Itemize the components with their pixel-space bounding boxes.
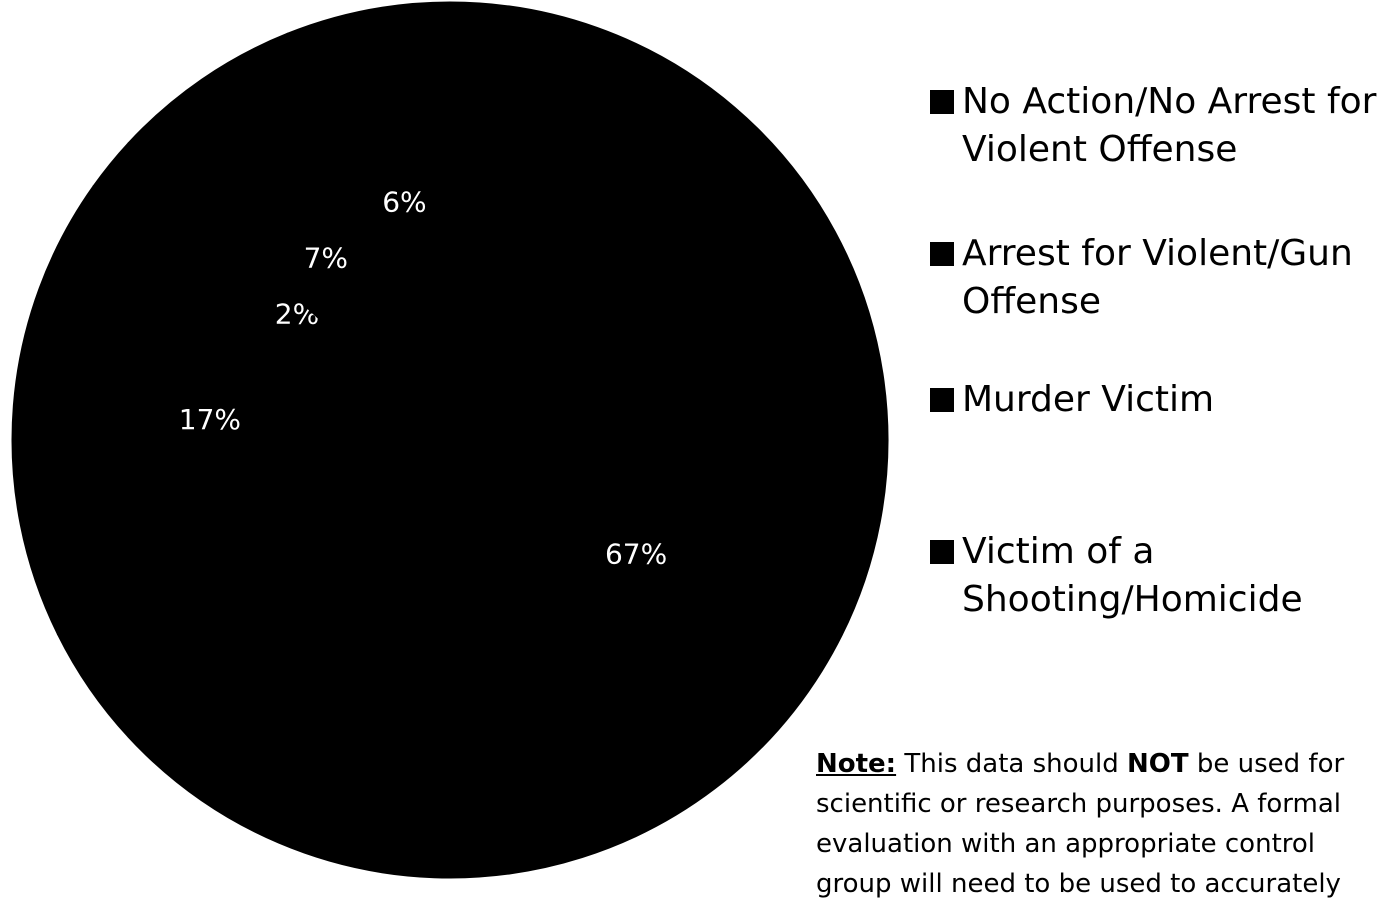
pie-slice bbox=[56, 1, 889, 879]
legend-label: No Action/No Arrest for Violent Offense bbox=[962, 81, 1377, 170]
slice-data-label: 6% bbox=[382, 186, 426, 219]
slice-data-label: 7% bbox=[304, 242, 348, 275]
legend-label: Victim of a Shooting/Homicide bbox=[962, 531, 1303, 620]
legend-swatch-icon bbox=[930, 90, 954, 114]
pie-chart: 67%17%2%7%6% bbox=[11, 1, 889, 879]
pie-slice bbox=[11, 185, 451, 636]
note-text-before: This data should bbox=[896, 749, 1127, 779]
slice-data-label: 17% bbox=[179, 403, 241, 436]
disclaimer-note: Note: This data should NOT be used for s… bbox=[816, 744, 1356, 904]
legend-swatch-icon bbox=[930, 540, 954, 564]
legend-label: Murder Victim bbox=[962, 379, 1215, 420]
legend-label: Arrest for Violent/Gun Offense bbox=[962, 233, 1353, 322]
note-emphasis: NOT bbox=[1126, 749, 1189, 779]
legend-swatch-icon bbox=[930, 388, 954, 412]
pie-slice bbox=[127, 32, 451, 441]
legend-swatch-icon bbox=[930, 242, 954, 266]
pie-slice bbox=[286, 1, 451, 441]
slice-data-label: 67% bbox=[605, 538, 667, 571]
note-heading: Note: bbox=[816, 749, 897, 779]
